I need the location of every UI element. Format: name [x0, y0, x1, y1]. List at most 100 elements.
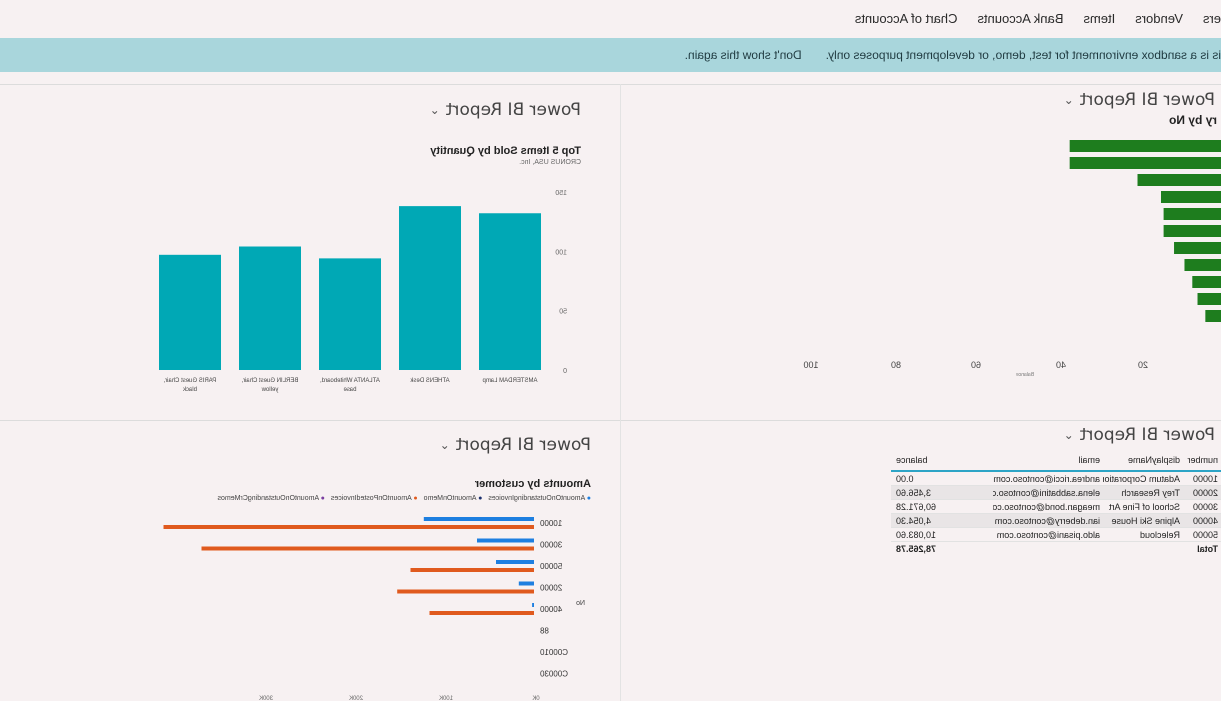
table-row[interactable]: 20000 Trey Research elena.sabbatini@cont… — [891, 486, 1221, 500]
x-tick-label: 300K — [259, 696, 273, 701]
balance-chart-title: ry by No — [1169, 113, 1217, 127]
bar — [1164, 208, 1221, 220]
cell-display-name: Alpine Ski House — [1103, 516, 1183, 526]
bar-posted-invoices — [164, 525, 535, 529]
nav-item-chart-of-accounts[interactable]: Chart of Accounts — [855, 11, 958, 26]
bar-posted-invoices — [411, 568, 535, 572]
bar — [239, 247, 301, 371]
bar — [399, 206, 461, 370]
y-tick-label: 50 — [559, 309, 567, 316]
bar-outstanding-invoices — [477, 539, 534, 543]
bar — [1164, 225, 1221, 237]
amounts-legend: ● AmountOnOutstandingInvoices ● AmountOnM… — [218, 495, 591, 502]
nav-item-customers[interactable]: ers — [1203, 11, 1221, 26]
legend-item[interactable]: ● AmountOnOutstandingInvoices — [488, 495, 591, 502]
cell-number: 40000 — [1183, 516, 1221, 526]
x-tick-label: AMSTERDAM Lamp — [482, 378, 538, 384]
cell-balance: 10,083.60 — [893, 530, 993, 540]
legend-item[interactable]: ● AmountOnPostedInvoices — [331, 495, 418, 502]
y-tick-label: C00030 — [539, 670, 568, 679]
table-total-row: Total 78,265.78 — [891, 542, 1221, 556]
cell-email: andrea.ricci@contoso.com — [993, 474, 1103, 484]
bar — [479, 213, 541, 370]
bar — [1161, 191, 1221, 203]
chevron-down-icon[interactable]: ⌄ — [440, 438, 450, 452]
bar-posted-invoices — [430, 611, 535, 615]
x-tick-label: 200K — [349, 696, 363, 701]
chevron-down-icon[interactable]: ⌄ — [430, 103, 440, 117]
chevron-down-icon[interactable]: ⌄ — [1064, 428, 1074, 442]
bar-posted-invoices — [397, 590, 534, 594]
x-tick-label: black — [182, 387, 197, 393]
legend-item[interactable]: ● AmountOnOutstandingCrMemos — [218, 495, 325, 502]
y-tick-label: 150 — [555, 190, 567, 197]
y-tick-label: 10000 — [539, 519, 562, 528]
bar-outstanding-invoices — [496, 560, 534, 564]
cell-email: ian.deberry@contoso.com — [993, 516, 1103, 526]
divider-middle — [0, 420, 1221, 421]
table-row[interactable]: 40000 Alpine Ski House ian.deberry@conto… — [891, 514, 1221, 528]
legend-item[interactable]: ● AmountOnMemo — [424, 495, 483, 502]
divider-top — [0, 84, 1221, 85]
nav-item-vendors[interactable]: Vendors — [1135, 11, 1183, 26]
sandbox-banner: is is a sandbox environment for test, de… — [0, 38, 1221, 72]
cell-email: aldo.pisani@contoso.com — [993, 530, 1103, 540]
top-items-chart-subtitle: CRONUS USA, Inc. — [519, 159, 581, 166]
legend-label: AmountOnOutstandingCrMemos — [218, 495, 320, 502]
top-items-bar-chart: 0 50 100 150 AMSTERDAM Lamp ATHENS Desk ATLANT… — [141, 170, 581, 410]
x-axis-title: Balance — [1016, 372, 1034, 378]
table-row[interactable]: 30000 School of Fine Art meagan.bond@con… — [891, 500, 1221, 514]
cell-display-name: Adatum Corporation — [1103, 474, 1183, 484]
nav-item-bank-accounts[interactable]: Bank Accounts — [977, 11, 1063, 26]
bar — [1070, 140, 1221, 152]
legend-label: AmountOnOutstandingInvoices — [488, 495, 585, 502]
panel-title-amounts: Power BI Report ⌄ — [440, 435, 591, 455]
total-value: 78,265.78 — [893, 544, 993, 554]
x-tick-label: 40 — [1056, 360, 1066, 370]
bar-outstanding-invoices — [519, 582, 534, 586]
bar — [1174, 242, 1221, 254]
bar — [1184, 259, 1221, 271]
amounts-bar-chart: 10000 30000 50000 20000 40000 88 C00010 C00030 N… — [151, 505, 591, 701]
legend-dot: ● — [477, 495, 483, 502]
x-tick-label: base — [343, 387, 357, 393]
cell-display-name: School of Fine Art — [1103, 502, 1183, 512]
bar — [319, 258, 381, 370]
bar — [1070, 157, 1221, 169]
col-balance-header[interactable]: balance — [893, 455, 993, 465]
x-tick-label: yellow — [261, 387, 278, 393]
table-header-row: number displayName email balance — [891, 450, 1221, 472]
bar-outstanding-invoices — [532, 603, 534, 607]
dont-show-again-link[interactable]: Don't show this again. — [685, 48, 802, 62]
table-row[interactable]: 10000 Adatum Corporation andrea.ricci@co… — [891, 472, 1221, 486]
customer-table: number displayName email balance 10000 A… — [891, 450, 1221, 556]
x-tick-label: PARIS Guest Chair, — [163, 378, 216, 384]
y-tick-label: 20000 — [539, 584, 562, 593]
col-displayname-header[interactable]: displayName — [1103, 455, 1183, 465]
bar — [1192, 276, 1221, 288]
y-tick-label: 0 — [563, 368, 567, 375]
y-tick-label: 40000 — [539, 605, 562, 614]
cell-number: 10000 — [1183, 474, 1221, 484]
legend-dot: ● — [412, 495, 418, 502]
cell-number: 20000 — [1183, 488, 1221, 498]
chevron-down-icon[interactable]: ⌄ — [1064, 93, 1074, 107]
bar — [1138, 174, 1221, 186]
panel-title-customers: Power BI Report ⌄ — [1064, 425, 1215, 445]
col-number-header[interactable]: number — [1183, 455, 1221, 465]
cell-balance: 0.00 — [893, 474, 993, 484]
cell-balance: 4,054.30 — [893, 516, 993, 526]
bar-outstanding-invoices — [424, 517, 534, 521]
x-tick-label: 60 — [971, 360, 981, 370]
bar — [159, 255, 221, 370]
amounts-chart-title: Amounts by customer — [475, 478, 591, 490]
col-email-header[interactable]: email — [993, 455, 1103, 465]
x-tick-label: 0K — [532, 696, 539, 701]
balance-bar-chart: 100 80 60 40 20 Balance — [801, 130, 1221, 380]
legend-dot: ● — [585, 495, 591, 502]
cell-display-name: Trey Research — [1103, 488, 1183, 498]
nav-item-items[interactable]: Items — [1083, 11, 1115, 26]
cell-email: meagan.bond@contoso.com — [993, 502, 1103, 512]
table-row[interactable]: 50000 Relecloud aldo.pisani@contoso.com … — [891, 528, 1221, 542]
x-tick-label: 20 — [1138, 360, 1148, 370]
